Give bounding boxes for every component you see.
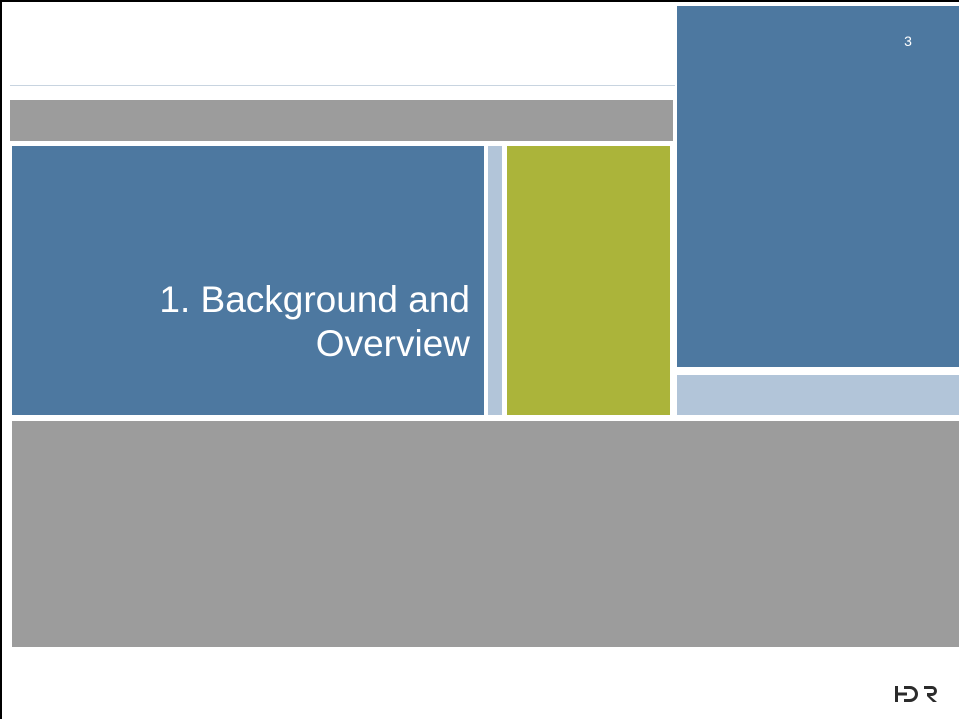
accent-strip — [488, 146, 502, 415]
slide-title-line-2: Overview — [40, 322, 470, 366]
green-accent-block — [507, 146, 670, 415]
slide-left-border — [0, 0, 2, 719]
hdr-logo-icon — [894, 684, 944, 704]
right-light-blue-bar — [677, 375, 959, 415]
bottom-gray-band — [12, 421, 959, 647]
slide-number: 3 — [898, 33, 918, 49]
top-gray-band — [10, 100, 673, 141]
header-rule — [10, 85, 675, 86]
slide-title-line-1: 1. Background and — [40, 278, 470, 322]
slide-title: 1. Background and Overview — [40, 278, 470, 366]
slide-top-border — [0, 0, 959, 2]
right-blue-panel — [677, 6, 959, 367]
